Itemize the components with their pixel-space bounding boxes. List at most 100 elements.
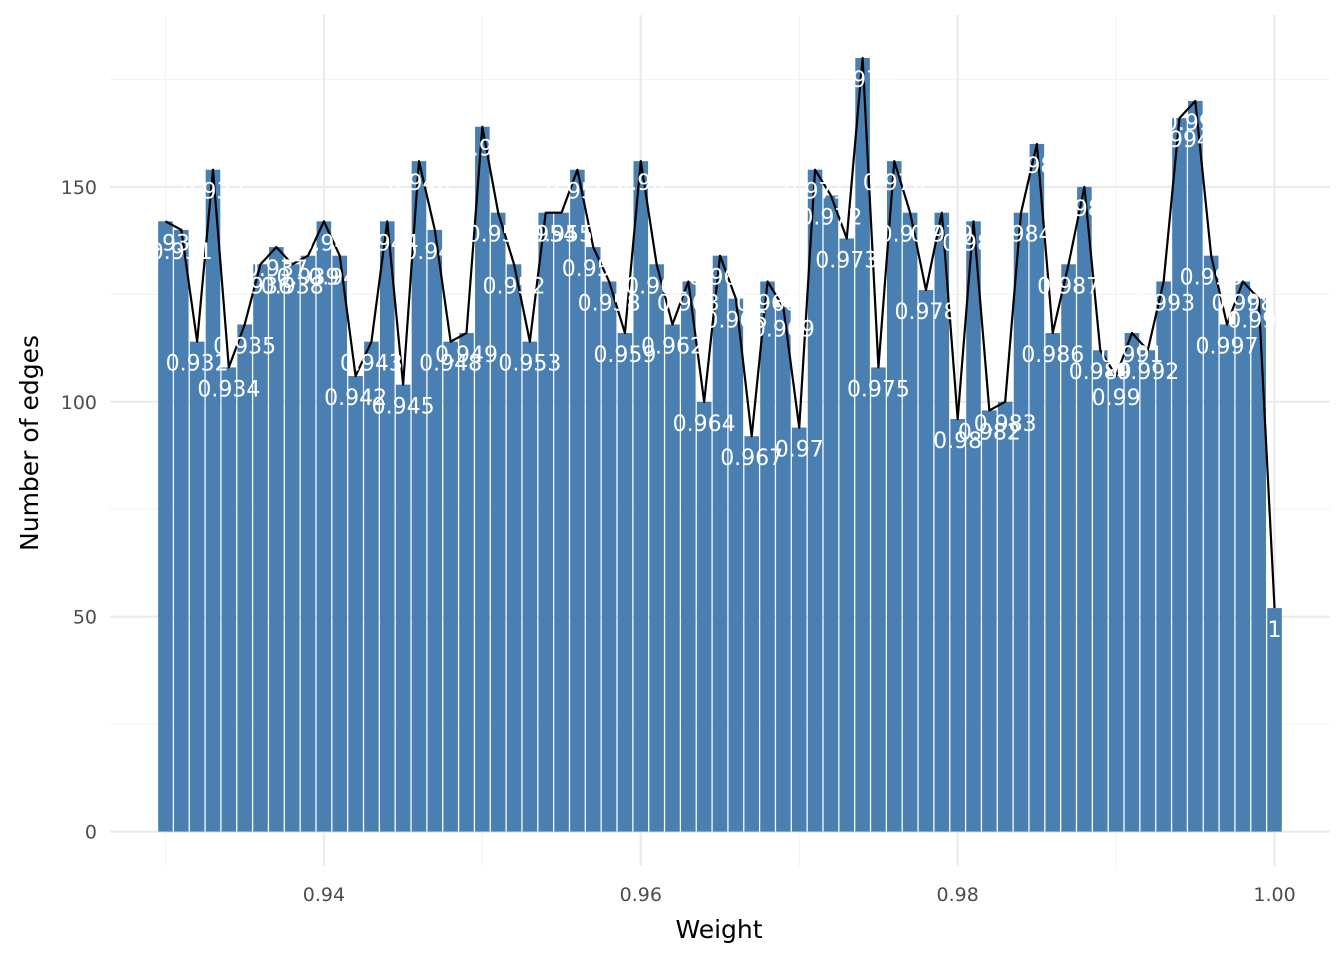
bar xyxy=(950,419,965,832)
bar-label: 0.937 xyxy=(245,257,308,282)
bar-label: 0.956 xyxy=(546,180,609,205)
bar-label: 0.93 xyxy=(141,231,190,256)
bar xyxy=(839,238,855,832)
bar-label: 0.961 xyxy=(625,274,688,299)
y-tick-label: 50 xyxy=(73,607,97,629)
bar-label: 0.981 xyxy=(942,231,1005,256)
bar xyxy=(744,436,759,832)
bar xyxy=(696,401,712,832)
bar xyxy=(601,281,617,832)
bar-label: 0.935 xyxy=(213,334,276,359)
bar xyxy=(332,255,348,832)
y-axis-title: Number of edges xyxy=(15,335,44,551)
bar xyxy=(205,169,221,832)
bar-label: 0.985 xyxy=(1005,154,1068,179)
x-axis-title: Weight xyxy=(675,915,762,944)
bar-label: 0.955 xyxy=(530,223,593,248)
bar-label: 0.944 xyxy=(356,231,419,256)
bar-label: 0.959 xyxy=(593,343,656,368)
bar-label: 1 xyxy=(1268,618,1282,643)
bar-label: 0.964 xyxy=(673,412,736,437)
bar-label: 0.972 xyxy=(799,206,862,231)
bar xyxy=(1108,376,1124,832)
bar-label: 0.979 xyxy=(910,223,973,248)
bar xyxy=(712,255,728,832)
bar xyxy=(1203,255,1219,832)
bar xyxy=(570,169,585,832)
bar-label: 0.995 xyxy=(1164,111,1227,136)
bar xyxy=(379,221,395,832)
bar-label: 0.975 xyxy=(847,377,910,402)
bar xyxy=(760,281,775,832)
x-axis-ticks: 0.94 0.96 0.98 1.00 xyxy=(303,884,1296,906)
bar-label: 0.951 xyxy=(467,223,530,248)
bar xyxy=(459,333,474,832)
bar-label: 0.97 xyxy=(775,438,824,463)
bar-label: 0.931 xyxy=(150,240,213,265)
bar xyxy=(665,324,680,832)
bar-label: 0.969 xyxy=(752,317,815,342)
bar xyxy=(1077,186,1092,832)
bar xyxy=(348,376,363,832)
bar xyxy=(316,221,332,832)
bar-label: 0.954 xyxy=(514,223,577,248)
bar-label: 0.973 xyxy=(815,248,878,273)
bar-label: 0.971 xyxy=(784,180,847,205)
bar-label: 0.977 xyxy=(879,223,942,248)
bar xyxy=(871,367,886,832)
bar-label: 0.965 xyxy=(689,266,752,291)
bar xyxy=(269,247,284,832)
bar-label: 0.941 xyxy=(308,266,371,291)
bar xyxy=(554,212,569,832)
bar xyxy=(237,324,252,832)
bar-label: 0.957 xyxy=(562,257,625,282)
bar xyxy=(490,212,506,832)
bar xyxy=(443,341,458,832)
bar xyxy=(776,307,791,832)
bar xyxy=(902,212,918,832)
x-tick-label: 0.96 xyxy=(620,884,662,906)
bar xyxy=(1156,281,1171,832)
bar-label: 0.998 xyxy=(1211,291,1274,316)
bar xyxy=(886,161,902,832)
bar-label: 0.994 xyxy=(1148,128,1211,153)
bar-label: 0.999 xyxy=(1227,309,1290,334)
bar-label: 0.938 xyxy=(261,274,324,299)
bar-label: 0.968 xyxy=(736,291,799,316)
bar-label: 0.992 xyxy=(1116,360,1179,385)
bar-label: 0.936 xyxy=(229,274,292,299)
bar xyxy=(966,221,981,832)
bar-label: 0.983 xyxy=(974,412,1037,437)
bar xyxy=(1061,264,1076,832)
bar-label: 0.934 xyxy=(197,377,260,402)
bar xyxy=(1045,333,1061,832)
bar-label: 0.953 xyxy=(498,352,561,377)
bar-label: 0.962 xyxy=(641,334,704,359)
bar xyxy=(189,341,205,832)
bar xyxy=(411,161,427,832)
bar xyxy=(1251,298,1266,832)
bar xyxy=(284,264,300,832)
bars xyxy=(158,57,1282,832)
bar xyxy=(1013,212,1029,832)
bar-label: 0.996 xyxy=(1180,266,1243,291)
bar xyxy=(1124,333,1140,832)
bar xyxy=(633,161,649,832)
bar-label: 0.967 xyxy=(720,446,783,471)
bar-label: 0.997 xyxy=(1196,334,1259,359)
bar xyxy=(1172,118,1187,832)
bar xyxy=(617,333,633,832)
bar-label: 0.95 xyxy=(458,137,507,162)
bar-label: 0.94 xyxy=(299,231,348,256)
y-tick-label: 150 xyxy=(61,177,97,199)
bar xyxy=(1235,281,1251,832)
bar xyxy=(1188,100,1203,832)
bar xyxy=(681,281,696,832)
x-tick-label: 0.98 xyxy=(937,884,979,906)
bar xyxy=(522,341,538,832)
bar xyxy=(649,264,664,832)
bar-label: 0.989 xyxy=(1069,360,1132,385)
bar-label: 0.949 xyxy=(435,343,498,368)
bar xyxy=(1140,350,1156,832)
bar xyxy=(918,290,934,832)
